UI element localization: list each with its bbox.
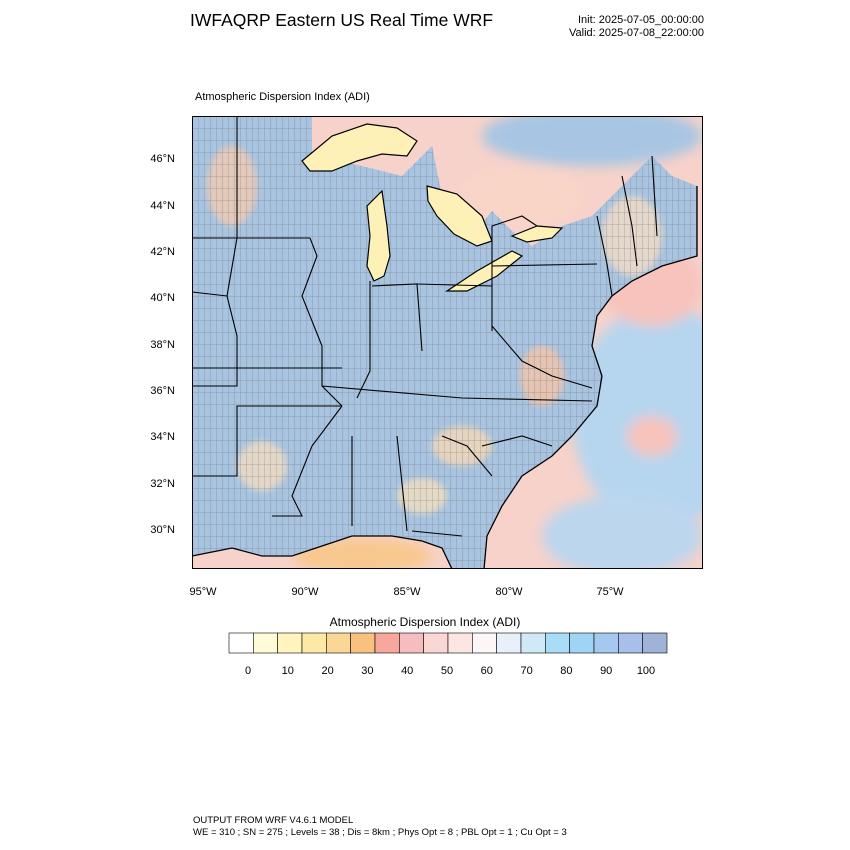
lon-label: 80°W — [495, 586, 523, 598]
colorbar-swatch — [496, 632, 522, 654]
colorbar-swatch — [399, 632, 424, 654]
colorbar-title: Atmospheric Dispersion Index (ADI) — [329, 615, 521, 629]
colorbar-swatch — [545, 632, 570, 654]
lon-label: 75°W — [596, 586, 624, 598]
colorbar-label: 10 — [281, 665, 294, 677]
lat-label: 42°N — [150, 246, 175, 258]
colorbar-label: 90 — [600, 665, 613, 677]
valid-time: Valid: 2025-07-08_22:00:00 — [569, 27, 704, 39]
lon-label: 95°W — [189, 586, 217, 598]
colorbar-label: 0 — [244, 665, 252, 677]
lat-label: 36°N — [150, 385, 175, 397]
footer-model-line: OUTPUT FROM WRF V4.6.1 MODEL — [193, 815, 354, 826]
atlantic-coastline — [483, 186, 698, 569]
colorbar-swatch — [618, 632, 643, 654]
lake-michigan — [366, 189, 391, 282]
colorbar-label: 60 — [480, 665, 493, 677]
gulf-coastline — [192, 535, 453, 569]
colorbar-swatch — [326, 632, 351, 654]
footer-config-line: WE = 310 ; SN = 275 ; Levels = 38 ; Dis … — [193, 827, 567, 838]
lon-label: 90°W — [291, 586, 319, 598]
colorbar-label: 50 — [440, 665, 454, 677]
lat-label: 32°N — [150, 478, 175, 490]
map-plot — [192, 116, 703, 569]
colorbar-swatch — [642, 632, 668, 654]
colorbar-swatch — [447, 632, 473, 654]
colorbar — [228, 632, 668, 654]
lat-label: 30°N — [150, 524, 175, 536]
lat-label: 46°N — [150, 153, 175, 165]
colorbar-swatch — [301, 632, 327, 654]
colorbar-label: 20 — [321, 665, 334, 677]
page-title: IWFAQRP Eastern US Real Time WRF — [190, 10, 494, 30]
init-time: Init: 2025-07-05_00:00:00 — [578, 14, 704, 26]
colorbar-swatch — [593, 632, 619, 654]
lake-huron — [426, 185, 493, 247]
colorbar-label: 80 — [560, 665, 573, 677]
lat-label: 34°N — [150, 431, 175, 443]
colorbar-swatch — [228, 632, 254, 654]
colorbar-swatch — [520, 632, 546, 654]
lake-erie — [445, 250, 524, 292]
colorbar-swatch — [472, 632, 497, 654]
ocean-blue-patch — [572, 306, 703, 526]
colorbar-swatch — [277, 632, 303, 654]
lake-superior — [301, 123, 418, 172]
lat-label: 44°N — [150, 200, 175, 212]
colorbar-swatch — [253, 632, 278, 654]
map-border — [192, 116, 703, 569]
canada-blue-patch — [482, 116, 702, 166]
colorbar-label: 100 — [636, 665, 656, 677]
colorbar-label: 30 — [361, 665, 374, 677]
lake-ontario — [510, 225, 564, 243]
colorbar-swatch — [374, 632, 400, 654]
state-boundaries — [192, 116, 658, 537]
map-field-label: Atmospheric Dispersion Index (ADI) — [195, 91, 370, 103]
gulf-orange-patch — [292, 538, 432, 569]
lon-label: 85°W — [393, 586, 421, 598]
colorbar-swatch — [423, 632, 449, 654]
ocean-blue-patch — [542, 496, 702, 569]
colorbar-swatch — [569, 632, 595, 654]
colorbar-label: 70 — [520, 665, 533, 677]
lat-label: 40°N — [150, 292, 175, 304]
colorbar-swatch — [350, 632, 376, 654]
lat-label: 38°N — [150, 339, 175, 351]
ocean-pink-patch — [627, 416, 677, 456]
colorbar-label: 40 — [401, 665, 414, 677]
